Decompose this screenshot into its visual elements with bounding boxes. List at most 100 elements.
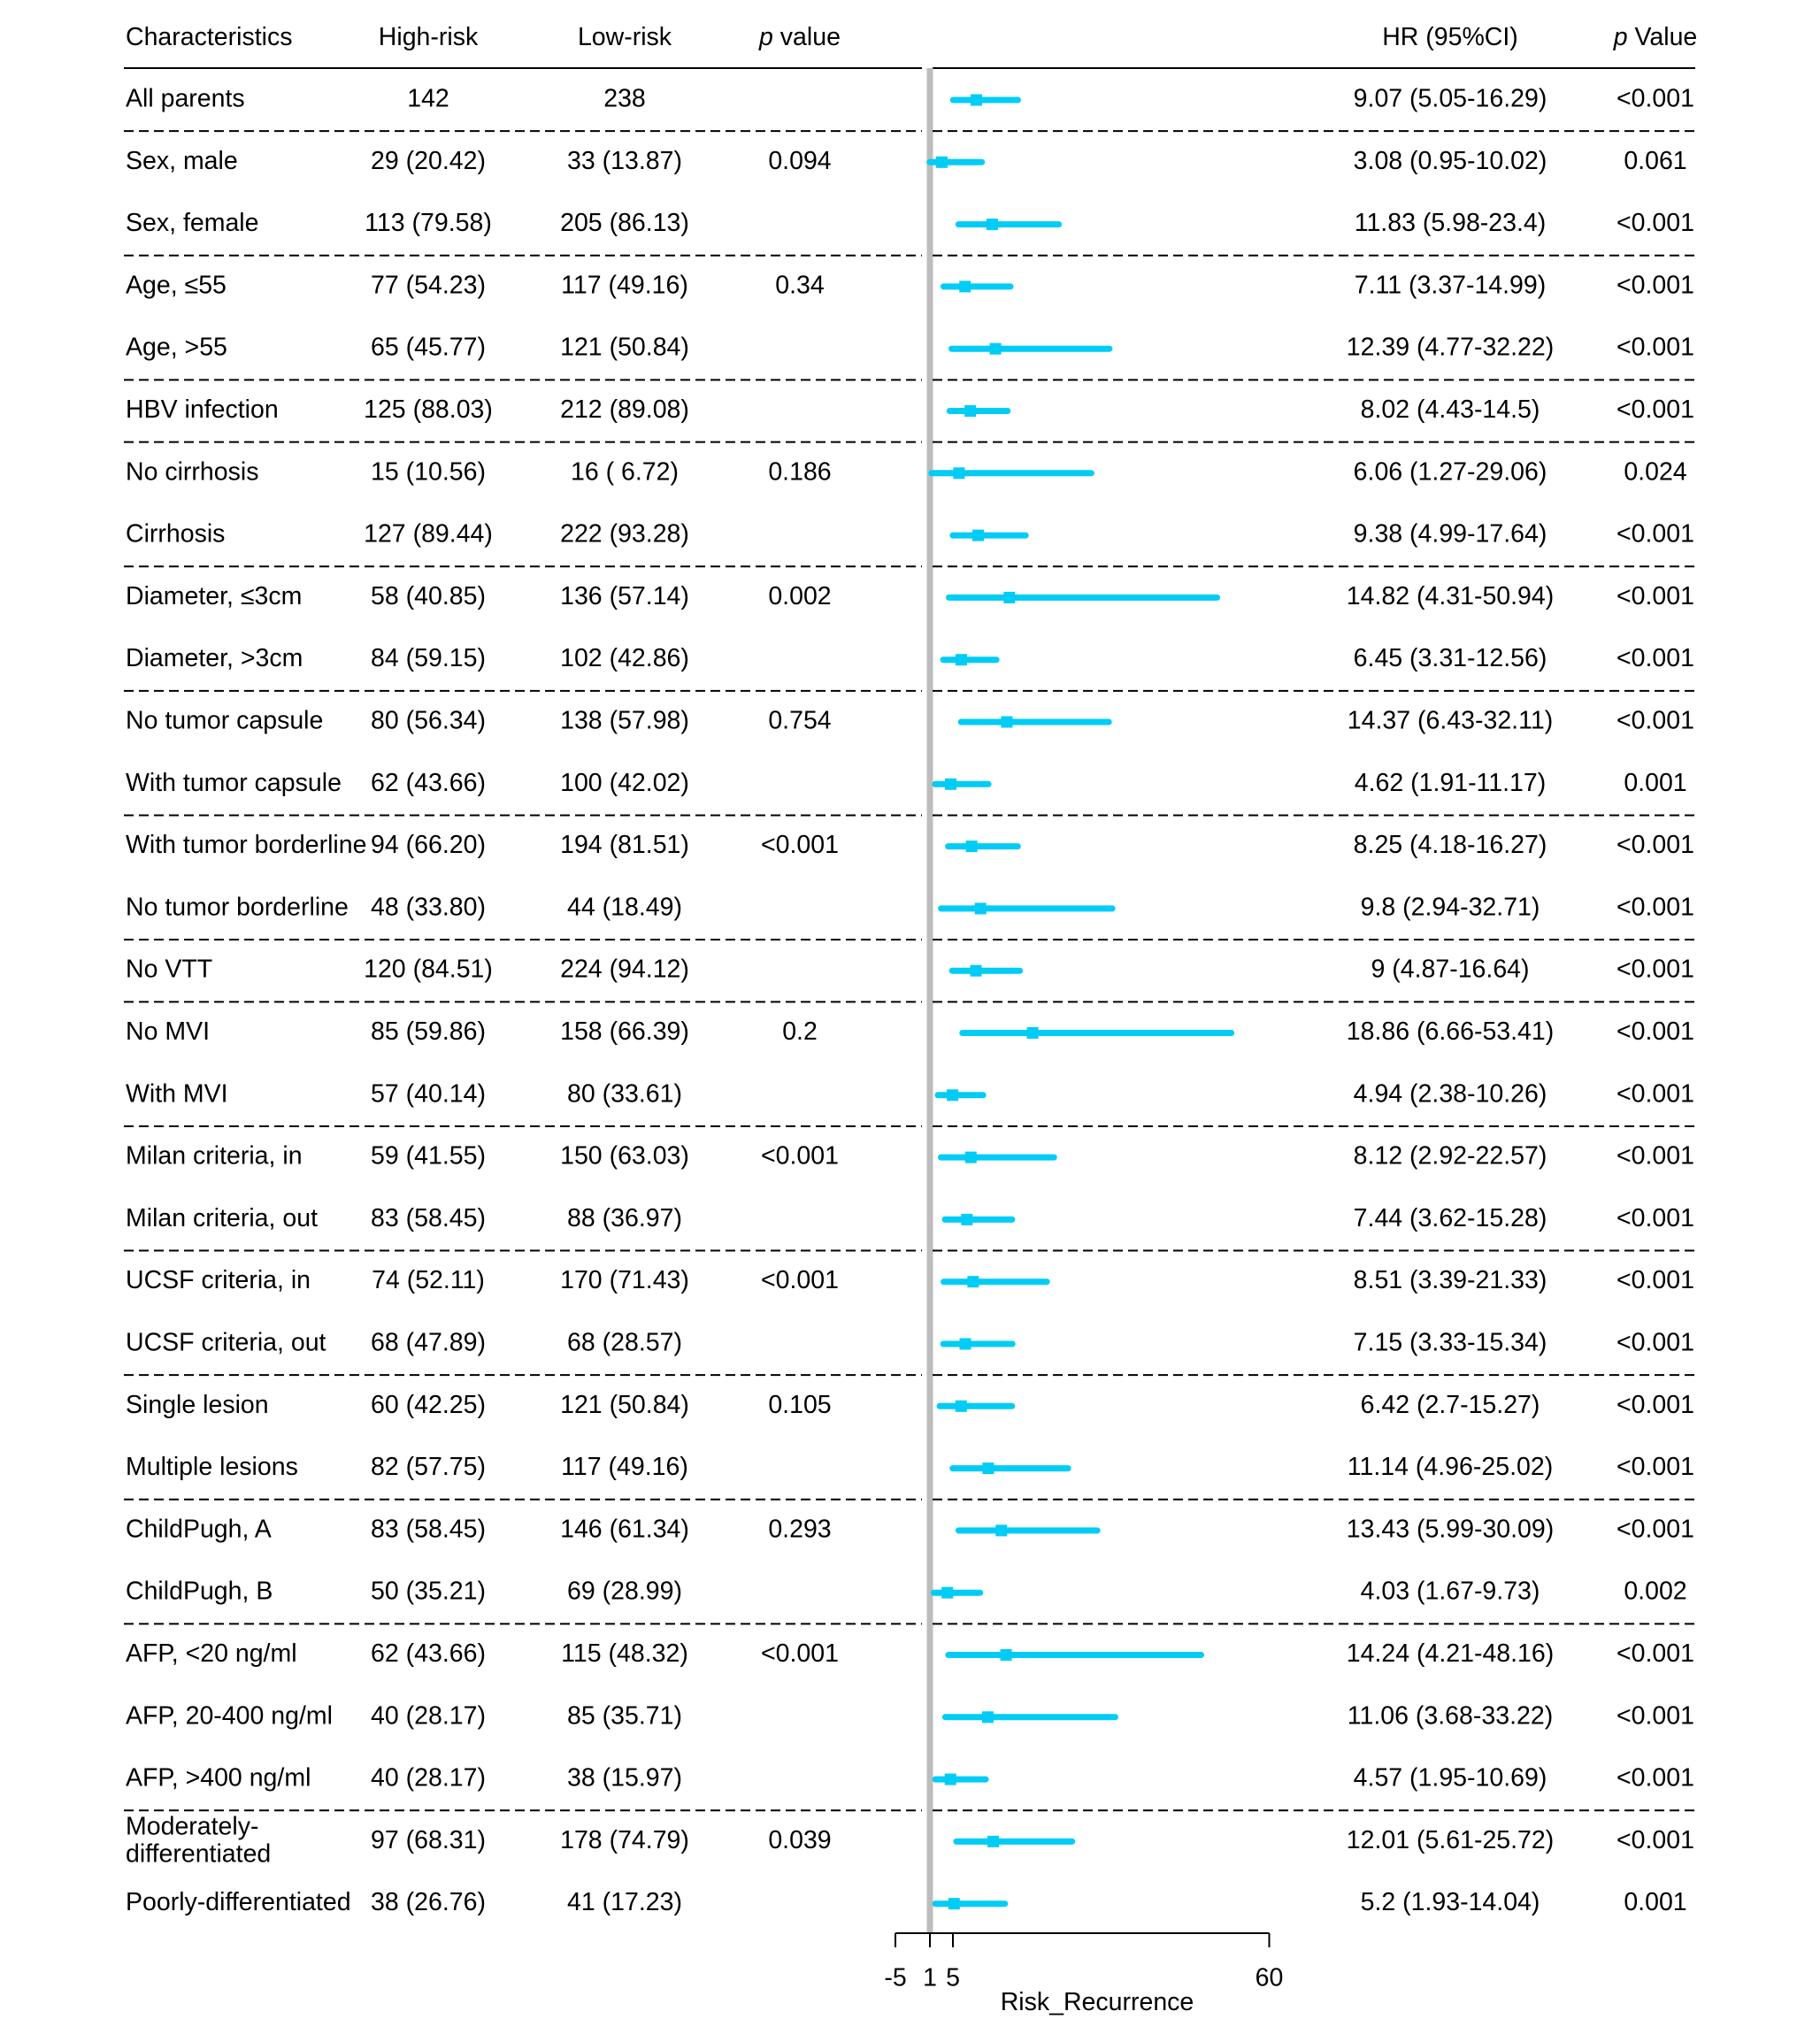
row-label: Milan criteria, out xyxy=(126,1204,318,1232)
low-risk-value: 170 (71.43) xyxy=(560,1266,689,1294)
table-row: Diameter, ≤3cm 58 (40.85) 136 (57.14) 0.002… xyxy=(126,582,1694,610)
hr-ci-text: 4.57 (1.95-10.69) xyxy=(1354,1764,1547,1793)
p-value-2: <0.001 xyxy=(1616,209,1694,237)
table-row: No MVI 85 (59.86) 158 (66.39) 0.2 18.86 (6.6… xyxy=(126,1017,1694,1046)
p-value-2: <0.001 xyxy=(1616,1142,1694,1171)
hr-ci-text: 4.03 (1.67-9.73) xyxy=(1361,1578,1540,1606)
row-label: With tumor borderline xyxy=(126,831,366,859)
hr-point xyxy=(1001,716,1013,728)
p-value-2: <0.001 xyxy=(1616,582,1694,610)
hr-point xyxy=(947,1089,959,1102)
hr-point xyxy=(964,405,977,417)
row-label: Milan criteria, in xyxy=(126,1142,303,1171)
high-risk-value: 29 (20.42) xyxy=(371,147,486,175)
hr-point xyxy=(971,529,984,541)
table-row: UCSF criteria, in 74 (52.11) 170 (71.43) <0… xyxy=(126,1266,1694,1294)
row-label: differentiated xyxy=(126,1839,271,1868)
table-row: HBV infection 125 (88.03) 212 (89.08) 8.02 … xyxy=(126,395,1694,424)
p-value: 0.105 xyxy=(768,1391,831,1419)
row-label: Age, ≤55 xyxy=(126,271,227,299)
hr-ci-text: 9.07 (5.05-16.29) xyxy=(1354,85,1547,113)
p-value: 0.754 xyxy=(768,707,831,735)
p-value-2: <0.001 xyxy=(1616,271,1694,299)
p-value: 0.039 xyxy=(768,1826,831,1854)
high-risk-value: 38 (26.76) xyxy=(371,1888,486,1916)
hr-point xyxy=(995,1524,1008,1537)
row-label: No tumor borderline xyxy=(126,893,349,921)
row-label: ChildPugh, A xyxy=(126,1515,272,1543)
hr-ci-text: 18.86 (6.66-53.41) xyxy=(1347,1017,1555,1046)
high-risk-value: 65 (45.77) xyxy=(371,334,486,362)
p-value: 0.094 xyxy=(768,147,831,175)
high-risk-value: 59 (41.55) xyxy=(371,1142,486,1171)
low-risk-value: 115 (48.32) xyxy=(561,1639,688,1668)
table-row: No cirrhosis 15 (10.56) 16 ( 6.72) 0.186 6.0… xyxy=(126,457,1687,486)
hr-point xyxy=(970,964,982,977)
low-risk-value: 88 (36.97) xyxy=(567,1204,682,1232)
hr-point xyxy=(941,1586,954,1599)
high-risk-value: 77 (54.23) xyxy=(371,271,486,299)
p-value-2: <0.001 xyxy=(1616,1266,1694,1294)
hr-point xyxy=(944,1773,956,1785)
table-row: Age, >55 65 (45.77) 121 (50.84) 12.39 (4.77… xyxy=(126,334,1694,362)
high-risk-value: 60 (42.25) xyxy=(371,1391,486,1419)
hr-point xyxy=(961,1213,973,1225)
high-risk-value: 58 (40.85) xyxy=(371,582,486,610)
high-risk-value: 40 (28.17) xyxy=(371,1701,486,1730)
hr-ci-text: 8.02 (4.43-14.5) xyxy=(1361,395,1540,424)
high-risk-value: 113 (79.58) xyxy=(365,209,492,237)
row-label: Diameter, ≤3cm xyxy=(126,582,302,610)
hr-ci-text: 7.11 (3.37-14.99) xyxy=(1355,271,1547,299)
hr-point xyxy=(955,654,967,666)
hr-ci-text: 14.82 (4.31-50.94) xyxy=(1347,582,1555,610)
high-risk-value: 68 (47.89) xyxy=(371,1329,486,1357)
row-label: With tumor capsule xyxy=(126,769,342,797)
low-risk-value: 205 (86.13) xyxy=(560,209,689,237)
row-label: AFP, <20 ng/ml xyxy=(126,1639,297,1668)
header-low-risk: Low-risk xyxy=(578,23,672,51)
hr-point xyxy=(948,1898,960,1910)
low-risk-value: 16 ( 6.72) xyxy=(571,457,679,486)
row-label: Poorly-differentiated xyxy=(126,1888,351,1916)
row-label: No tumor capsule xyxy=(126,707,323,735)
high-risk-value: 48 (33.80) xyxy=(371,893,486,921)
table-row: Sex, female 113 (79.58) 205 (86.13) 11.83 (… xyxy=(126,209,1694,237)
low-risk-value: 121 (50.84) xyxy=(560,1391,689,1419)
table-row: Milan criteria, in 59 (41.55) 150 (63.03) <… xyxy=(126,1142,1694,1171)
table-row: Moderately-differentiated 97 (68.31) 178 (… xyxy=(126,1812,1694,1868)
hr-ci-text: 8.12 (2.92-22.57) xyxy=(1354,1142,1547,1171)
row-label: Diameter, >3cm xyxy=(126,644,303,672)
high-risk-value: 97 (68.31) xyxy=(371,1826,486,1854)
p-value-2: <0.001 xyxy=(1616,1079,1694,1108)
low-risk-value: 194 (81.51) xyxy=(560,831,689,859)
p-value-2: <0.001 xyxy=(1616,956,1694,984)
hr-point xyxy=(974,902,987,915)
low-risk-value: 146 (61.34) xyxy=(560,1515,689,1543)
row-label: HBV infection xyxy=(126,395,279,424)
hr-point xyxy=(1000,1649,1012,1661)
p-value: <0.001 xyxy=(761,1266,839,1294)
low-risk-value: 80 (33.61) xyxy=(567,1079,682,1108)
hr-ci-text: 4.62 (1.91-11.17) xyxy=(1355,769,1547,797)
hr-ci-text: 4.94 (2.38-10.26) xyxy=(1354,1079,1547,1108)
p-value-2: <0.001 xyxy=(1616,395,1694,424)
low-risk-value: 117 (49.16) xyxy=(561,1453,688,1481)
x-tick-label: 1 xyxy=(923,1964,937,1992)
high-risk-value: 83 (58.45) xyxy=(371,1515,486,1543)
low-risk-value: 41 (17.23) xyxy=(567,1888,682,1916)
high-risk-value: 94 (66.20) xyxy=(371,831,486,859)
table-row: With MVI 57 (40.14) 80 (33.61) 4.94 (2.38-1… xyxy=(126,1079,1694,1108)
row-label: Single lesion xyxy=(126,1391,269,1419)
table-row: Multiple lesions 82 (57.75) 117 (49.16) 11.… xyxy=(126,1453,1694,1481)
high-risk-value: 83 (58.45) xyxy=(371,1204,486,1232)
row-label: Moderately- xyxy=(126,1812,258,1840)
p-value-2: <0.001 xyxy=(1616,85,1694,113)
low-risk-value: 150 (63.03) xyxy=(560,1142,689,1171)
high-risk-value: 85 (59.86) xyxy=(371,1017,486,1046)
p-value-2: 0.002 xyxy=(1624,1578,1686,1606)
header-row: Characteristics High-risk Low-risk p val… xyxy=(126,23,1697,51)
low-risk-value: 85 (35.71) xyxy=(567,1701,682,1730)
row-label: No MVI xyxy=(126,1017,210,1046)
high-risk-value: 40 (28.17) xyxy=(371,1764,486,1793)
hr-point xyxy=(959,1338,971,1350)
